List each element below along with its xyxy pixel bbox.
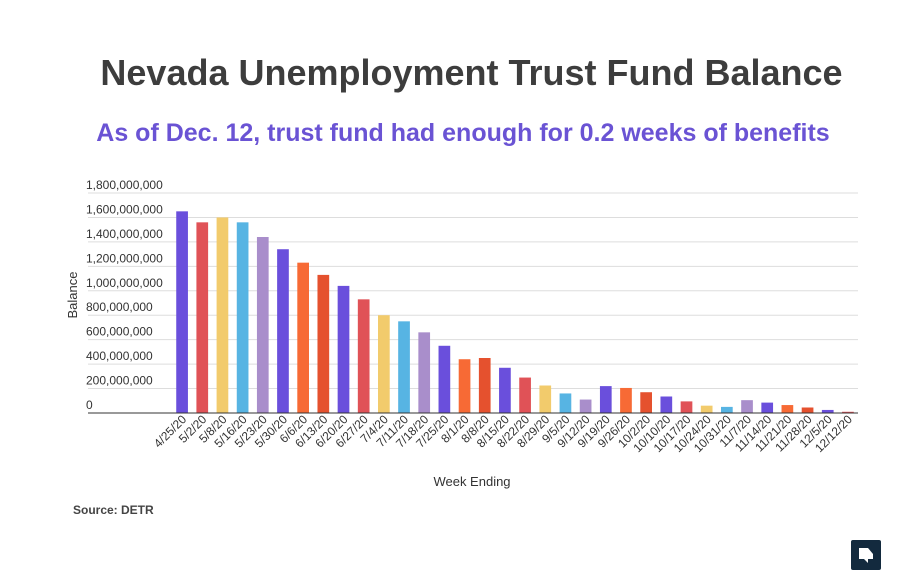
bar [499, 367, 511, 413]
bar [781, 405, 794, 413]
y-tick-label: 1,400,000,000 [86, 227, 163, 241]
y-tick-label: 0 [86, 398, 93, 412]
bar [640, 392, 652, 413]
source-note: Source: DETR [73, 503, 154, 517]
bar [317, 274, 330, 413]
bar [458, 359, 471, 413]
chart-subtitle: As of Dec. 12, trust fund had enough for… [96, 119, 830, 147]
bar [700, 405, 713, 413]
y-tick-label: 1,200,000,000 [86, 251, 163, 265]
bar [378, 315, 390, 413]
nevada-independent-logo-icon[interactable] [851, 540, 881, 570]
y-tick-label: 1,800,000,000 [86, 178, 163, 192]
y-tick-label: 400,000,000 [86, 349, 153, 363]
bar [599, 386, 612, 413]
bar [519, 377, 531, 413]
bar [277, 249, 289, 413]
x-axis-title: Week Ending [433, 474, 510, 489]
bar [216, 217, 229, 413]
bar [357, 299, 370, 413]
y-tick-label: 1,000,000,000 [86, 276, 163, 290]
y-tick-label: 600,000,000 [86, 325, 153, 339]
bar [559, 393, 572, 413]
bar [680, 401, 693, 413]
bar [438, 345, 451, 413]
bar [297, 262, 309, 413]
bar [478, 358, 491, 413]
bar [398, 321, 410, 413]
bar [176, 211, 188, 413]
bar [842, 411, 854, 413]
bar [761, 402, 774, 413]
y-tick-label: 200,000,000 [86, 374, 153, 388]
bar [620, 387, 632, 413]
bar [236, 222, 249, 413]
bar [801, 407, 814, 413]
y-tick-label: 800,000,000 [86, 300, 153, 314]
bar [721, 406, 733, 413]
bar [418, 332, 431, 413]
bar [256, 237, 269, 413]
y-tick-label: 1,600,000,000 [86, 202, 163, 216]
bar [579, 399, 592, 413]
bar [196, 222, 209, 413]
chart-title: Nevada Unemployment Trust Fund Balance [100, 52, 843, 93]
bar [741, 400, 753, 413]
bar [660, 396, 673, 413]
y-axis-title: Balance [65, 272, 80, 319]
bar [539, 385, 552, 413]
bar [821, 409, 834, 413]
bar [337, 285, 350, 413]
